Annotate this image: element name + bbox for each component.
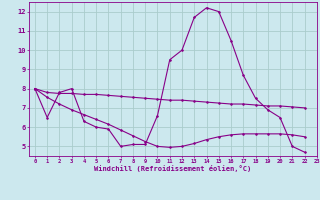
X-axis label: Windchill (Refroidissement éolien,°C): Windchill (Refroidissement éolien,°C) xyxy=(94,165,252,172)
